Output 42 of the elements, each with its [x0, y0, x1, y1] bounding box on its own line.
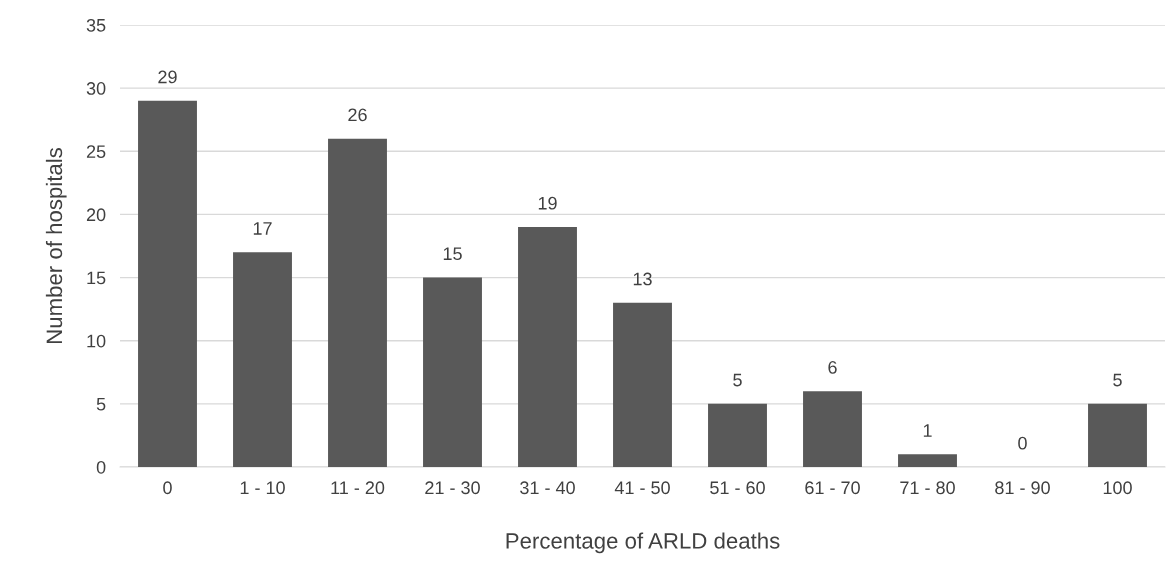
bar [898, 454, 957, 467]
x-tick-label: 11 - 20 [331, 481, 385, 495]
bar [138, 100, 197, 467]
y-tick-label: 15 [87, 271, 106, 285]
data-label: 26 [348, 108, 367, 122]
x-tick-label: 81 - 90 [995, 481, 1050, 495]
bar [233, 252, 292, 467]
bar [423, 277, 482, 467]
bar [708, 403, 767, 467]
x-tick-label: 51 - 60 [710, 481, 765, 495]
y-tick-label: 0 [96, 460, 106, 474]
bar [1088, 403, 1147, 467]
bar [518, 227, 577, 467]
data-label: 29 [158, 70, 177, 84]
data-label: 19 [538, 196, 557, 210]
bar [328, 138, 387, 467]
data-label: 0 [1018, 436, 1027, 450]
data-label: 5 [1113, 373, 1122, 387]
x-tick-label: 1 - 10 [240, 481, 285, 495]
y-tick-label: 30 [86, 82, 106, 95]
y-tick-label: 35 [86, 18, 106, 32]
x-tick-label: 41 - 50 [614, 481, 670, 495]
bar [613, 302, 672, 467]
x-axis-title: Percentage of ARLD deaths [506, 532, 780, 554]
x-tick-label: 0 [163, 481, 172, 495]
x-tick-label: 61 - 70 [805, 481, 860, 495]
y-tick-label: 5 [96, 397, 106, 411]
data-label: 1 [923, 424, 932, 437]
x-tick-label: 31 - 40 [520, 481, 575, 495]
x-tick-label: 21 - 30 [425, 481, 480, 495]
data-label: 17 [253, 222, 272, 235]
data-label: 5 [733, 373, 742, 387]
data-label: 13 [633, 272, 652, 286]
y-tick-label: 10 [87, 334, 106, 348]
data-label: 6 [828, 360, 837, 374]
y-tick-label: 20 [86, 208, 106, 222]
y-axis-title: Number of hospitals [45, 147, 67, 343]
x-tick-label: 100 [1103, 481, 1132, 495]
y-tick-label: 25 [86, 145, 106, 159]
bar [803, 391, 862, 467]
x-tick-label: 71 - 80 [900, 481, 955, 495]
data-label: 15 [443, 247, 462, 261]
